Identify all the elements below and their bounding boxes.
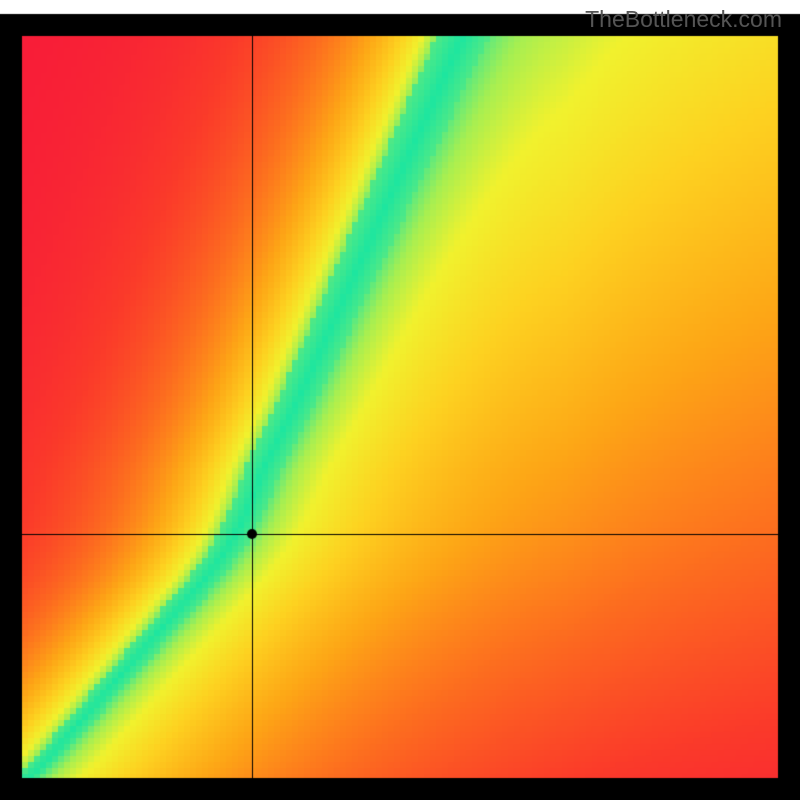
heatmap-canvas <box>0 0 800 800</box>
watermark-text: TheBottleneck.com <box>585 6 782 33</box>
chart-container: TheBottleneck.com <box>0 0 800 800</box>
